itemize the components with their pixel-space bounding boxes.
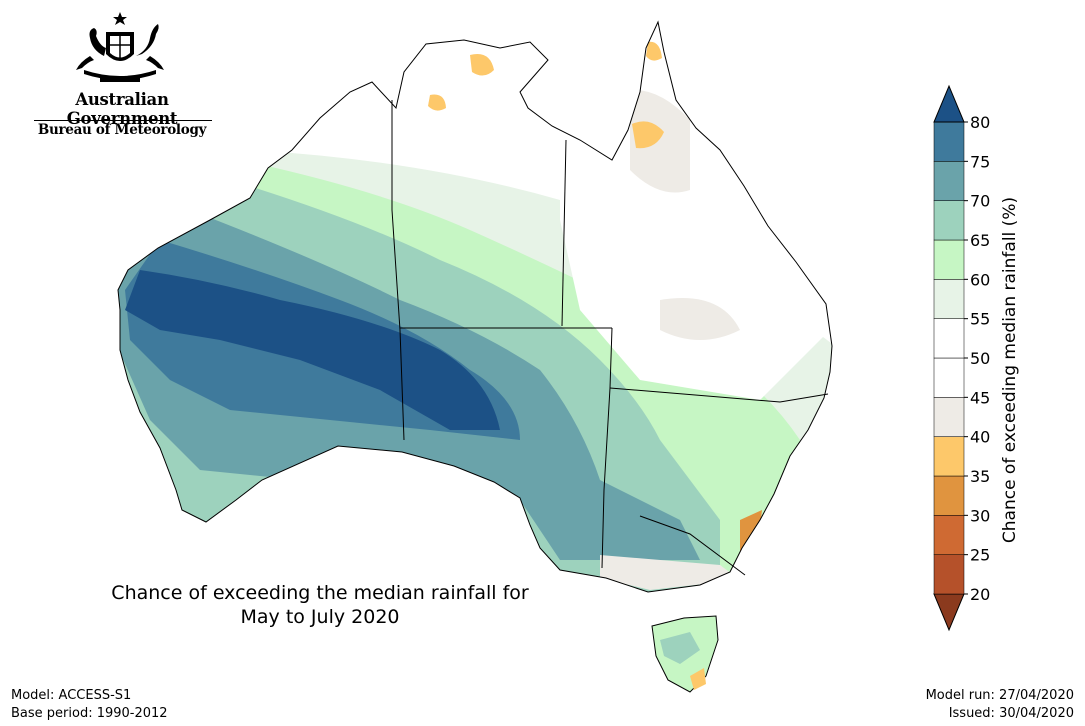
government-name: Australian Government	[66, 90, 178, 128]
map-title-line-2: May to July 2020	[241, 606, 400, 628]
colorbar-tick-label: 80	[970, 113, 990, 132]
bom-logo: Australian Government Bureau of Meteorol…	[26, 10, 218, 138]
colorbar-segment	[933, 436, 965, 477]
probability-colorbar: 20 25 30 35 40 45 50 55 60 65 70 75 80 Chance of exc…	[933, 84, 1020, 632]
colorbar-segment	[933, 318, 965, 359]
colorbar-label: Chance of exceeding median rainfall (%)	[1000, 197, 1020, 543]
colorbar-tick-label: 40	[970, 428, 990, 447]
state-borders	[391, 100, 829, 576]
mainland	[117, 20, 833, 593]
colorbar-segment	[933, 475, 965, 516]
colorbar-segments	[933, 84, 965, 632]
colorbar-segment	[933, 397, 965, 437]
colorbar-segment	[933, 121, 965, 162]
colorbar-tick-label: 20	[970, 585, 990, 604]
issued-date: Issued: 30/04/2020	[948, 706, 1074, 721]
colorbar-segment	[933, 161, 965, 201]
colorbar-segment	[933, 515, 965, 555]
model-name: Model: ACCESS-S1	[11, 688, 132, 703]
colorbar-segment	[933, 279, 965, 319]
coat-of-arms-icon	[76, 12, 164, 82]
footer-right: Model run: 27/04/2020 Issued: 30/04/2020	[926, 687, 1074, 723]
model-run-date: Model run: 27/04/2020	[925, 688, 1074, 703]
colorbar-tick-label: 35	[970, 467, 990, 486]
colorbar-tick-label: 30	[970, 506, 990, 525]
bureau-name: Bureau of Meteorology	[37, 122, 207, 138]
colorbar-tick-label: 55	[970, 310, 990, 329]
footer-left: Model: ACCESS-S1 Base period: 1990-2012	[11, 687, 168, 723]
colorbar-segment	[933, 239, 965, 280]
colorbar-tick-label: 60	[970, 270, 990, 289]
base-period: Base period: 1990-2012	[11, 706, 168, 721]
logo-divider	[34, 120, 212, 121]
colorbar-tick-label: 25	[970, 546, 990, 565]
colorbar-tick-label: 75	[970, 152, 990, 171]
australia-rainfall-map: Chance of exceeding the median rainfall …	[111, 20, 833, 693]
colorbar-tick-label: 45	[970, 388, 990, 407]
map-title-line-1: Chance of exceeding the median rainfall …	[111, 582, 529, 604]
colorbar-segment	[933, 357, 965, 398]
colorbar-tick-label: 65	[970, 231, 990, 250]
colorbar-segment	[933, 554, 965, 595]
tasmania	[651, 615, 719, 693]
colorbar-ticks: 20 25 30 35 40 45 50 55 60 65 70 75 80	[964, 113, 990, 604]
colorbar-segment-below-min	[933, 593, 965, 632]
colorbar-segment-above-max	[933, 84, 965, 123]
colorbar-tick-label: 70	[970, 192, 990, 211]
colorbar-segment	[933, 200, 965, 241]
colorbar-tick-label: 50	[970, 349, 990, 368]
